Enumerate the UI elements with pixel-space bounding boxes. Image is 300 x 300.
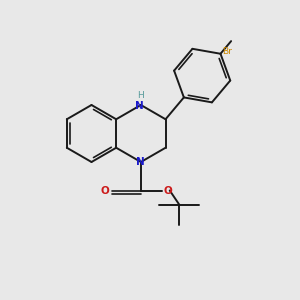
Text: Br: Br <box>222 47 232 56</box>
Text: H: H <box>137 91 144 100</box>
Text: O: O <box>164 185 172 196</box>
Text: N: N <box>135 100 144 111</box>
Text: N: N <box>136 157 145 167</box>
Text: O: O <box>100 185 109 196</box>
